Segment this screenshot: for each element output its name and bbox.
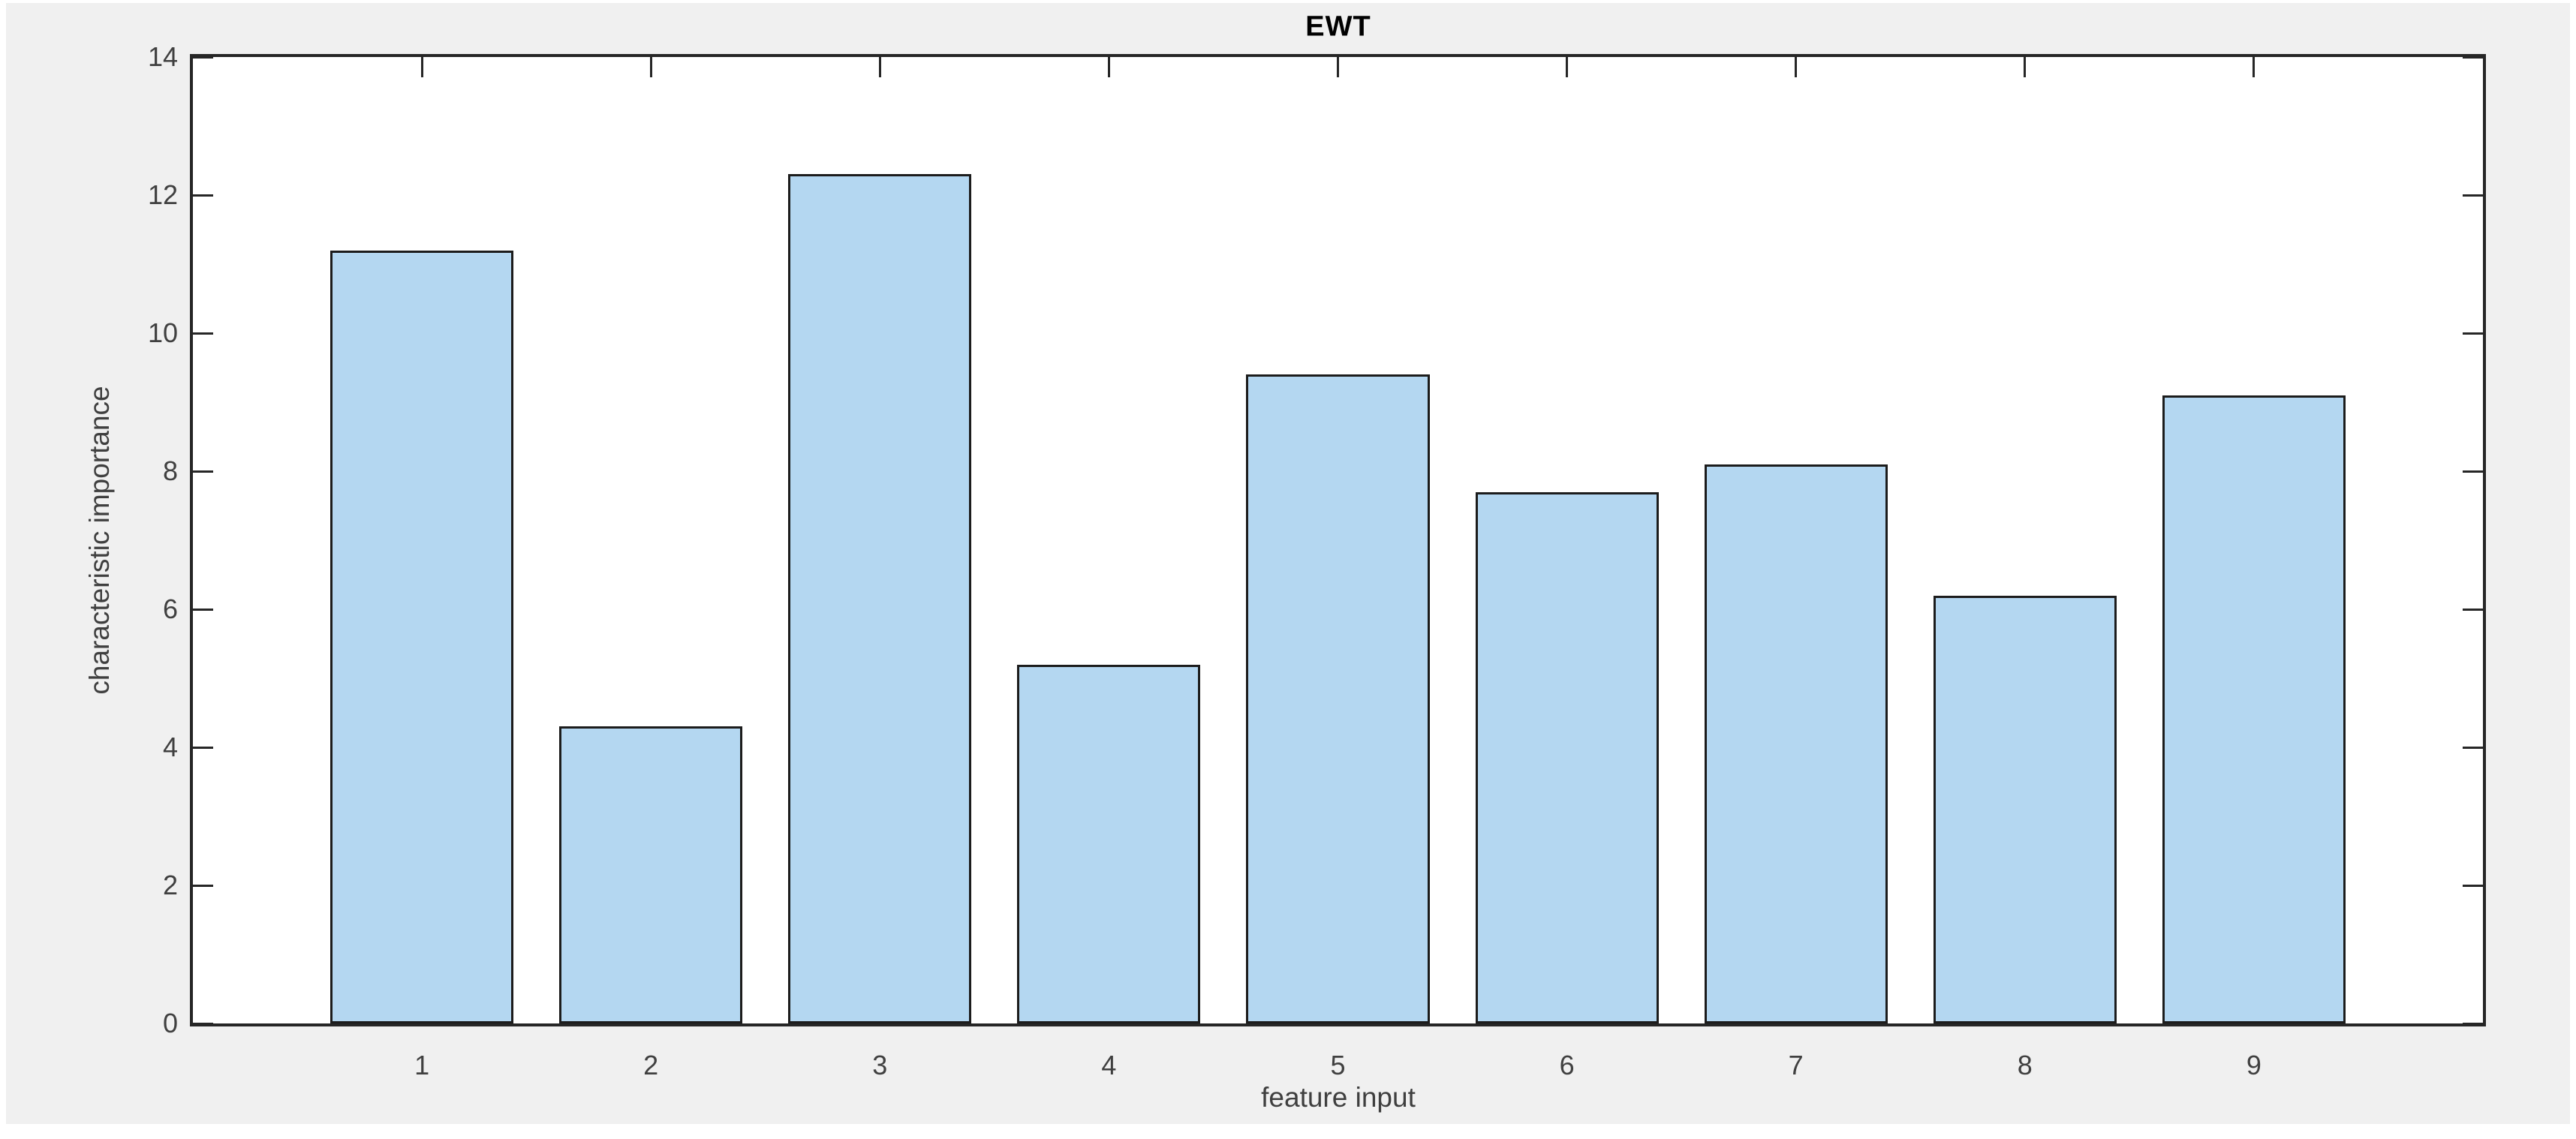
x-axis-label: feature input	[1261, 1082, 1416, 1113]
x-tick-mark-top	[1795, 57, 1798, 77]
bar-feature-6	[1475, 491, 1659, 1023]
chart-title: EWT	[1305, 11, 1371, 43]
x-tick-label: 3	[872, 1050, 888, 1080]
plot-area	[190, 54, 2486, 1026]
x-tick-mark-top	[649, 57, 652, 77]
x-tick-label: 8	[2017, 1050, 2033, 1080]
bar-feature-2	[559, 726, 743, 1023]
x-tick-label: 5	[1330, 1050, 1346, 1080]
y-tick-mark-left	[193, 1022, 213, 1025]
y-tick-label: 10	[147, 317, 178, 348]
x-tick-mark-top	[1337, 57, 1339, 77]
bar-feature-5	[1246, 374, 1430, 1023]
x-tick-mark-top	[420, 57, 423, 77]
x-tick-label: 6	[1559, 1050, 1575, 1080]
y-tick-mark-right	[2463, 1022, 2483, 1025]
y-tick-mark-right	[2463, 746, 2483, 749]
y-tick-mark-left	[193, 56, 213, 59]
y-tick-mark-left	[193, 332, 213, 335]
y-tick-mark-right	[2463, 56, 2483, 59]
y-tick-mark-right	[2463, 470, 2483, 473]
y-tick-mark-right	[2463, 332, 2483, 335]
y-axis-label: characteristic importance	[84, 386, 115, 695]
y-tick-mark-right	[2463, 884, 2483, 887]
x-tick-label: 7	[1788, 1050, 1804, 1080]
x-tick-mark-top	[1566, 57, 1569, 77]
bar-feature-3	[788, 174, 972, 1023]
y-tick-label: 8	[162, 455, 178, 486]
y-tick-label: 4	[162, 732, 178, 762]
bar-feature-9	[2162, 395, 2346, 1023]
y-tick-mark-left	[193, 746, 213, 749]
bar-feature-4	[1017, 664, 1201, 1023]
y-tick-mark-left	[193, 194, 213, 197]
x-tick-label: 9	[2246, 1050, 2262, 1080]
y-tick-mark-left	[193, 470, 213, 473]
bar-feature-8	[1933, 595, 2117, 1023]
y-tick-label: 6	[162, 594, 178, 624]
bar-feature-7	[1704, 464, 1888, 1023]
x-tick-mark-top	[2252, 57, 2256, 77]
y-tick-mark-right	[2463, 608, 2483, 611]
y-tick-mark-left	[193, 608, 213, 611]
y-tick-label: 12	[147, 179, 178, 210]
y-tick-mark-right	[2463, 194, 2483, 197]
x-tick-mark-top	[1107, 57, 1110, 77]
bar-feature-1	[330, 250, 514, 1023]
y-tick-label: 14	[147, 41, 178, 72]
x-tick-label: 2	[643, 1050, 659, 1080]
x-tick-mark-top	[878, 57, 881, 77]
x-tick-mark-top	[2024, 57, 2027, 77]
x-tick-label: 4	[1101, 1050, 1117, 1080]
y-tick-mark-left	[193, 884, 213, 887]
x-tick-label: 1	[414, 1050, 430, 1080]
y-tick-label: 2	[162, 870, 178, 900]
y-tick-label: 0	[162, 1008, 178, 1038]
